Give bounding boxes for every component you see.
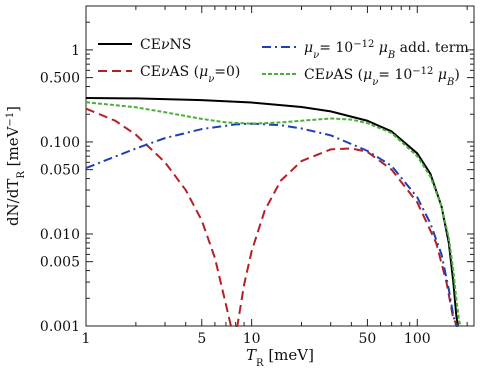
- x-tick-label: 1: [82, 331, 91, 347]
- y-tick-label: 1: [71, 43, 80, 59]
- y-tick-label: 0.100: [40, 135, 80, 151]
- series-line-0: [85, 97, 459, 327]
- series-line-2: [85, 122, 458, 327]
- x-tick-label: 100: [404, 331, 431, 347]
- y-tick-label: 0.050: [40, 163, 80, 179]
- ticks: [85, 5, 474, 327]
- legend-label-1: CEνAS (μν=0): [140, 64, 240, 85]
- legend-label-0: CEνNS: [140, 37, 191, 53]
- x-tick-label: 50: [359, 331, 377, 347]
- series-line-1: [85, 107, 459, 327]
- y-tick-label: 0.500: [40, 71, 80, 87]
- legend-label-2: μν= 10−12 μB add. term: [304, 39, 469, 61]
- y-tick-label: 0.001: [40, 319, 80, 335]
- x-tick-label: 10: [243, 331, 261, 347]
- x-axis-title: TR [meV]: [246, 346, 314, 369]
- y-tick-label: 0.005: [40, 255, 80, 271]
- series-group: [85, 97, 462, 327]
- legend: CEνNS CEνAS (μν=0) μν= 10−12 μB add. term C…: [98, 37, 469, 88]
- plot-frame: [85, 5, 475, 327]
- tick-labels: 1 5 10 50 100 0.001 0.005 0.010 0.050 0.100 0.500 1: [40, 43, 431, 347]
- y-tick-label: 0.010: [40, 227, 80, 243]
- legend-label-3: CEνAS (μν= 10−12 μB): [304, 66, 460, 88]
- y-axis-title: dN/dTR [meV−1]: [4, 106, 27, 226]
- series-line-3: [85, 101, 462, 327]
- x-tick-label: 5: [197, 331, 206, 347]
